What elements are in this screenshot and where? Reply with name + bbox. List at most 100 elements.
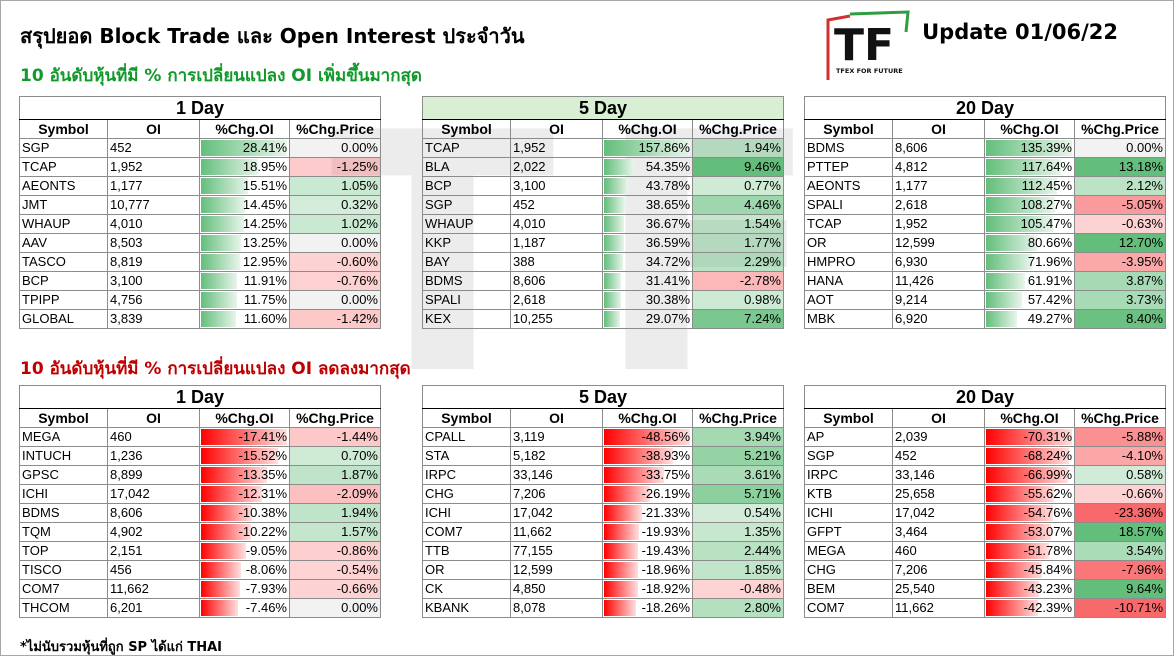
oi-cell: 11,662 (892, 598, 985, 618)
oi-change-bar (604, 235, 624, 251)
price-change-cell: -23.36% (1074, 503, 1166, 523)
oi-change-cell: 38.65% (602, 195, 693, 215)
column-header: %Chg.OI (984, 119, 1075, 139)
oi-cell: 8,606 (510, 271, 603, 291)
oi-change-cell: 15.51% (199, 176, 290, 196)
oi-change-bar (986, 292, 1022, 308)
oi-change-value: -45.84% (1023, 562, 1072, 577)
oi-cell: 1,952 (510, 138, 603, 158)
oi-decrease-table-5day: 5 Day Symbol OI %Chg.OI %Chg.Price CPALL 3,119… (422, 385, 784, 618)
price-change-cell: -0.66% (289, 579, 381, 599)
oi-change-value: -19.93% (641, 524, 690, 539)
symbol-cell: SPALI (422, 290, 511, 310)
price-change-cell: 0.00% (289, 598, 381, 618)
oi-cell: 17,042 (892, 503, 985, 523)
table-row: STA 5,182 -38.93% 5.21% (422, 446, 784, 466)
oi-change-cell: -19.93% (602, 522, 693, 542)
symbol-cell: BCP (19, 271, 108, 291)
oi-cell: 33,146 (510, 465, 603, 485)
symbol-cell: JMT (19, 195, 108, 215)
oi-change-bar (201, 311, 236, 327)
symbol-cell: COM7 (422, 522, 511, 542)
price-change-cell: 3.73% (1074, 290, 1166, 310)
oi-change-cell: -7.46% (199, 598, 290, 618)
oi-change-value: -55.62% (1023, 486, 1072, 501)
page-title: สรุปยอด Block Trade และ Open Interest ปร… (20, 24, 525, 48)
oi-change-bar (201, 505, 252, 521)
oi-change-bar (986, 524, 1051, 540)
symbol-cell: AP (804, 427, 893, 447)
oi-change-value: 14.45% (242, 197, 287, 212)
oi-change-cell: 105.47% (984, 214, 1075, 234)
oi-change-cell: 43.78% (602, 176, 693, 196)
oi-change-cell: 14.25% (199, 214, 290, 234)
oi-change-bar (604, 292, 621, 308)
oi-cell: 1,187 (510, 233, 603, 253)
oi-cell: 460 (892, 541, 985, 561)
column-header: %Chg.Price (1074, 408, 1166, 428)
table-row: BDMS 8,606 135.39% 0.00% (804, 138, 1166, 158)
table-row: KBANK 8,078 -18.26% 2.80% (422, 598, 784, 618)
price-change-cell: -0.86% (289, 541, 381, 561)
oi-cell: 4,812 (892, 157, 985, 177)
oi-change-cell: 117.64% (984, 157, 1075, 177)
oi-cell: 17,042 (107, 484, 200, 504)
oi-change-bar (201, 543, 246, 559)
oi-change-value: 13.25% (242, 235, 287, 250)
price-change-cell: -0.63% (1074, 214, 1166, 234)
oi-change-value: -21.33% (641, 505, 690, 520)
oi-change-bar (201, 159, 258, 175)
oi-change-value: 54.35% (645, 159, 690, 174)
oi-cell: 2,618 (510, 290, 603, 310)
oi-change-value: 11.91% (243, 273, 287, 288)
table-row: TQM 4,902 -10.22% 1.57% (19, 522, 381, 542)
column-header: %Chg.OI (602, 408, 693, 428)
oi-change-bar (201, 486, 262, 502)
oi-change-value: 36.67% (645, 216, 690, 231)
oi-change-value: -15.52% (238, 448, 287, 463)
table-row: TISCO 456 -8.06% -0.54% (19, 560, 381, 580)
table-row: JMT 10,777 14.45% 0.32% (19, 195, 381, 215)
oi-change-cell: -66.99% (984, 465, 1075, 485)
price-change-cell: 3.94% (692, 427, 784, 447)
oi-cell: 1,236 (107, 446, 200, 466)
oi-change-bar (604, 178, 628, 194)
table-row: HANA 11,426 61.91% 3.87% (804, 271, 1166, 291)
symbol-cell: TPIPP (19, 290, 108, 310)
oi-change-value: 61.91% (1027, 273, 1072, 288)
oi-cell: 8,606 (892, 138, 985, 158)
symbol-cell: CHG (804, 560, 893, 580)
symbol-cell: GPSC (19, 465, 108, 485)
symbol-cell: AOT (804, 290, 893, 310)
table-row: GFPT 3,464 -53.07% 18.57% (804, 522, 1166, 542)
table-row: SPALI 2,618 30.38% 0.98% (422, 290, 784, 310)
price-change-cell: 1.57% (289, 522, 381, 542)
oi-change-bar (201, 429, 287, 445)
oi-change-bar (201, 197, 245, 213)
oi-change-value: 135.39% (1020, 140, 1072, 155)
oi-change-cell: -26.19% (602, 484, 693, 504)
oi-change-bar (604, 505, 642, 521)
oi-cell: 4,010 (510, 214, 603, 234)
oi-change-bar (986, 543, 1049, 559)
oi-change-bar (986, 140, 1072, 156)
table-row: TOP 2,151 -9.05% -0.86% (19, 541, 381, 561)
oi-cell: 8,078 (510, 598, 603, 618)
column-header: Symbol (804, 408, 893, 428)
oi-change-value: 30.38% (645, 292, 690, 307)
table-row: SGP 452 38.65% 4.46% (422, 195, 784, 215)
oi-change-cell: 14.45% (199, 195, 290, 215)
oi-change-bar (986, 311, 1017, 327)
oi-change-bar (201, 600, 238, 616)
oi-cell: 2,039 (892, 427, 985, 447)
oi-change-cell: 112.45% (984, 176, 1075, 196)
symbol-cell: AEONTS (19, 176, 108, 196)
oi-change-cell: -9.05% (199, 541, 290, 561)
price-change-cell: 1.02% (289, 214, 381, 234)
symbol-cell: COM7 (19, 579, 108, 599)
oi-change-value: -70.31% (1023, 429, 1072, 444)
price-change-cell: -1.44% (289, 427, 381, 447)
oi-change-bar (986, 254, 1032, 270)
price-change-cell: 3.87% (1074, 271, 1166, 291)
price-change-cell: 9.64% (1074, 579, 1166, 599)
